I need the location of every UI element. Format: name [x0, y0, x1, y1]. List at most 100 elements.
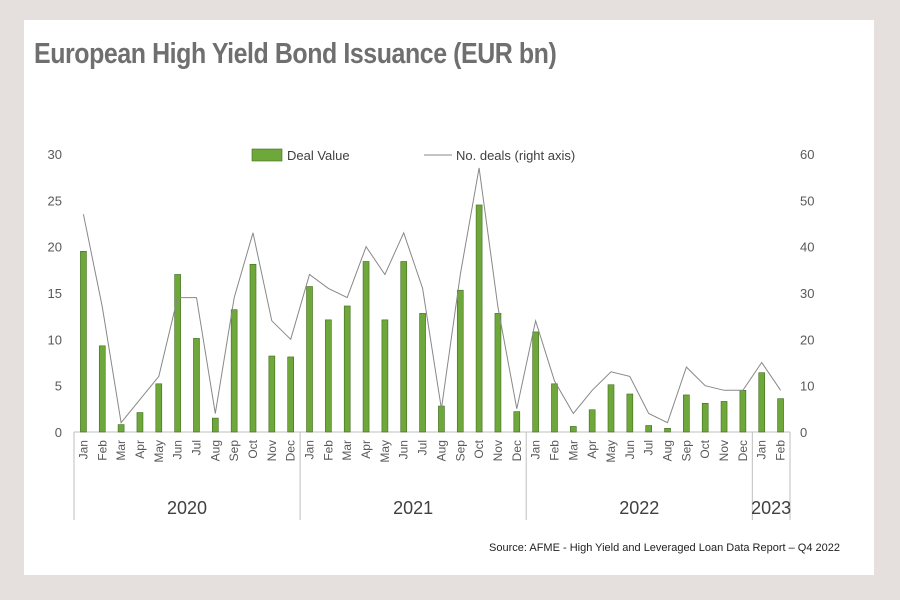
chart-axes: 0 5 10 15 20 25 30 0 10 20 30 40 50 60 [48, 147, 814, 520]
x-tick-label: Nov [717, 440, 731, 461]
bar-deal-value [343, 305, 351, 433]
bar-deal-value [136, 412, 144, 433]
x-tick-label: May [378, 440, 392, 463]
x-tick-label: Apr [359, 440, 373, 459]
x-tick-label: Jan [303, 440, 317, 459]
x-tick-label: Oct [472, 439, 486, 458]
x-tick-label: Jan [529, 440, 543, 459]
bar-deal-value [645, 425, 652, 433]
x-tick-label: Sep [227, 440, 241, 462]
line-no-deals [82, 167, 782, 424]
chart-card [24, 20, 874, 575]
x-tick-label: Aug [208, 440, 222, 461]
line-series-no-deals [82, 167, 782, 424]
x-tick-label: Feb [774, 440, 788, 461]
x-tick-label: Mar [114, 440, 128, 461]
bar-deal-value [683, 394, 690, 433]
x-tick-label: Jan [755, 440, 769, 459]
y-left-tick-label: 25 [48, 193, 62, 208]
legend-swatch-deal-value [251, 148, 283, 162]
x-tick-label: Jul [642, 440, 656, 455]
bar-deal-value [664, 427, 671, 433]
bar-deal-value [249, 263, 257, 433]
year-group-label: 2020 [167, 498, 207, 518]
bar-deal-value [268, 355, 276, 433]
bar-deal-value [80, 251, 87, 433]
bar-deal-value [438, 405, 445, 433]
y-left-tick-label: 15 [48, 286, 62, 301]
bar-deal-value [551, 383, 558, 433]
bar-deal-value [588, 409, 596, 433]
x-tick-label: Feb [321, 440, 335, 461]
bar-deal-value [626, 393, 634, 433]
x-tick-label: Jul [416, 440, 430, 455]
x-tick-label: Jun [397, 440, 411, 459]
x-tick-label: May [604, 440, 618, 463]
bar-deal-value [777, 398, 784, 433]
bar-deal-value [98, 345, 106, 433]
y-left-tick-label: 30 [48, 147, 62, 162]
bar-deal-value [381, 319, 389, 433]
bar-deal-value [174, 274, 181, 433]
x-tick-label: Oct [698, 439, 712, 458]
x-axis-labels: Jan Feb Mar Apr May Jun Jul Aug Sep Oct Nov Dec Jan F… [76, 439, 791, 518]
bar-deal-value [155, 383, 163, 433]
x-tick-label: Jun [623, 440, 637, 459]
legend-label-no-deals: No. deals (right axis) [456, 148, 575, 163]
x-tick-label: Dec [284, 440, 298, 461]
x-tick-label: Apr [585, 440, 599, 459]
legend-label-deal-value: Deal Value [287, 148, 350, 163]
y-right-tick-label: 40 [800, 240, 814, 255]
x-tick-label: May [152, 440, 166, 463]
x-tick-label: Feb [547, 440, 561, 461]
bar-deal-value [720, 401, 728, 433]
x-tick-label: Mar [340, 440, 354, 461]
y-right-tick-label: 50 [800, 193, 814, 208]
bar-deal-value [419, 313, 426, 433]
bar-deal-value [230, 309, 238, 433]
year-group-label: 2022 [619, 498, 659, 518]
x-tick-label: Sep [453, 440, 467, 462]
y-right-tick-label: 60 [800, 147, 814, 162]
bar-deal-value [193, 338, 200, 433]
bar-deal-value [117, 424, 125, 433]
x-tick-label: Nov [265, 440, 279, 461]
x-tick-label: Oct [246, 439, 260, 458]
x-tick-label: Aug [661, 440, 675, 461]
bar-deal-value [306, 286, 313, 433]
bar-deal-value [212, 417, 219, 433]
x-tick-label: Sep [679, 440, 693, 462]
y-left-tick-label: 5 [55, 379, 62, 394]
bar-deal-value [362, 261, 370, 433]
x-tick-label: Feb [95, 440, 109, 461]
x-tick-label: Aug [434, 440, 448, 461]
y-right-tick-label: 30 [800, 286, 814, 301]
bar-deal-value [739, 389, 747, 433]
bar-deal-value [513, 411, 521, 433]
x-tick-label: Nov [491, 440, 505, 461]
bar-series-deal-value [80, 204, 784, 433]
year-group-label: 2021 [393, 498, 433, 518]
bar-deal-value [701, 402, 709, 433]
year-group-label: 2023 [751, 498, 791, 518]
bar-deal-value [325, 319, 332, 433]
y-right-tick-label: 10 [800, 379, 814, 394]
y-left-tick-label: 0 [55, 425, 62, 440]
y-right-tick-label: 20 [800, 332, 814, 347]
x-tick-label: Jul [189, 440, 203, 455]
x-tick-label: Mar [566, 440, 580, 461]
y-left-tick-label: 10 [48, 332, 62, 347]
x-tick-label: Apr [133, 440, 147, 459]
bar-deal-value [758, 372, 766, 433]
x-tick-label: Jun [171, 440, 185, 459]
bar-deal-value [287, 356, 294, 433]
source-note: Source: AFME - High Yield and Leveraged … [489, 542, 840, 554]
y-left-tick-label: 20 [48, 240, 62, 255]
x-tick-label: Dec [510, 440, 524, 461]
chart-legend: Deal Value No. deals (right axis) [251, 148, 575, 163]
bar-deal-value [570, 426, 577, 433]
x-tick-label: Dec [736, 440, 750, 461]
bar-deal-value [494, 313, 502, 433]
bar-deal-value [607, 384, 615, 433]
